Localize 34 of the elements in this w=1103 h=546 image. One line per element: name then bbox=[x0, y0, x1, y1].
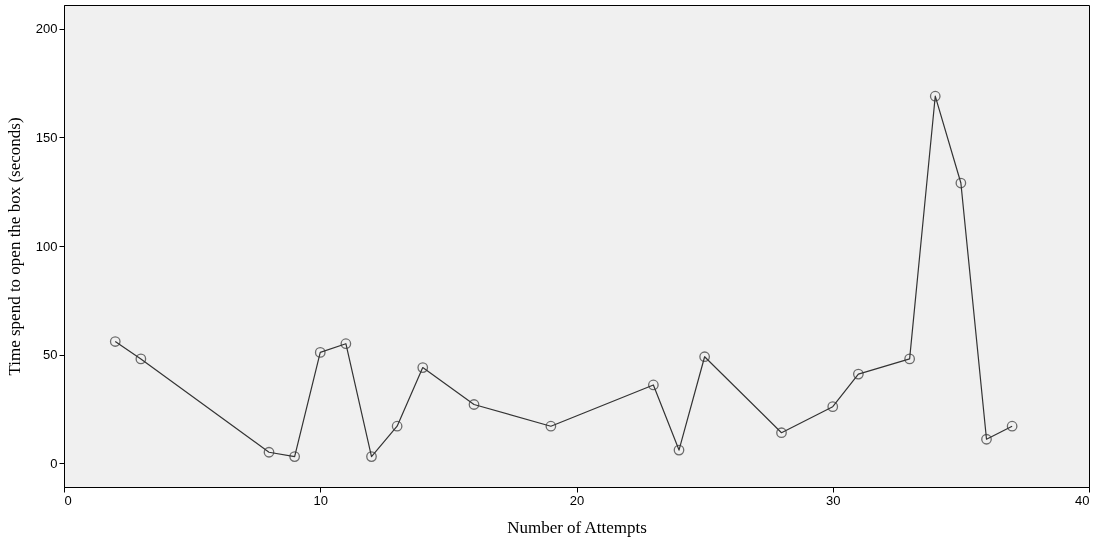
point bbox=[314, 347, 326, 358]
point bbox=[289, 451, 301, 462]
point bbox=[699, 351, 711, 363]
point bbox=[135, 353, 147, 365]
point bbox=[647, 379, 659, 391]
y-tick-label: 100 bbox=[35, 238, 58, 254]
point bbox=[904, 353, 916, 365]
point bbox=[340, 338, 352, 350]
point bbox=[417, 362, 429, 373]
point bbox=[391, 420, 403, 432]
x-tick-label: 40 bbox=[1075, 492, 1090, 508]
point bbox=[263, 446, 275, 458]
point bbox=[929, 90, 941, 102]
point bbox=[545, 420, 557, 432]
point bbox=[468, 399, 480, 410]
y-tick-label: 0 bbox=[50, 455, 58, 471]
point bbox=[776, 427, 787, 439]
x-tick-label: 30 bbox=[826, 492, 841, 508]
x-tick-label: 10 bbox=[313, 492, 328, 508]
point bbox=[981, 433, 992, 445]
point bbox=[109, 336, 121, 347]
y-axis-title: Time spend to open the box (seconds) bbox=[4, 117, 24, 376]
x-tick-label: 20 bbox=[569, 492, 585, 508]
point bbox=[852, 368, 864, 380]
x-axis-title: Number of Attempts bbox=[507, 517, 647, 537]
point bbox=[366, 451, 377, 462]
y-tick-label: 50 bbox=[43, 347, 58, 363]
y-tick-label: 150 bbox=[35, 129, 58, 145]
point bbox=[827, 401, 839, 413]
x-tick-label: 0 bbox=[64, 492, 72, 508]
y-tick-label: 200 bbox=[35, 21, 58, 37]
point bbox=[1006, 420, 1018, 432]
point bbox=[673, 444, 685, 456]
point bbox=[955, 177, 967, 189]
